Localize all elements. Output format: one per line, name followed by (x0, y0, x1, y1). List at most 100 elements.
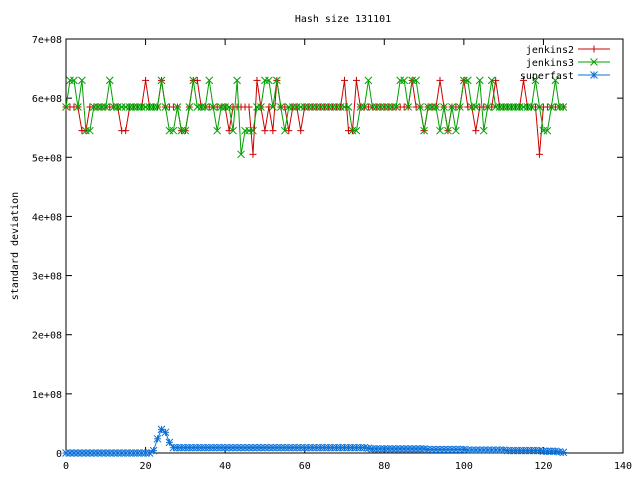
x-tick-label: 80 (378, 461, 390, 472)
jenkins3-point (416, 103, 424, 111)
series-lines (62, 76, 568, 457)
legend-label: jenkins2 (526, 45, 574, 56)
jenkins3-point (257, 103, 265, 111)
axis-ticks: 0 20 40 60 80 100 120 140 0 1e+08 2e+08 3e+08 4e+08 5… (32, 35, 632, 472)
jenkins3-point (233, 76, 241, 85)
jenkins2-point (265, 103, 273, 111)
y-tick-label: 3e+08 (32, 272, 62, 283)
jenkins2-point (269, 127, 277, 135)
jenkins3-point (62, 103, 70, 111)
y-axis-label: standard deviation (10, 192, 21, 300)
jenkins3-point (479, 126, 488, 135)
jenkins3-point (74, 103, 82, 111)
jenkins3-point (161, 103, 170, 111)
y-tick-label: 7e+08 (32, 35, 62, 46)
jenkins3-point (205, 76, 214, 85)
jenkins2-point (535, 150, 543, 158)
jenkins3-point (364, 76, 373, 85)
jenkins3-point (432, 103, 440, 111)
jenkins3-point (543, 126, 552, 135)
jenkins2-point (253, 76, 261, 84)
jenkins3-point (269, 103, 277, 111)
x-tick-label: 20 (140, 461, 152, 472)
jenkins3-point (547, 103, 556, 111)
y-tick-label: 5e+08 (32, 153, 62, 164)
jenkins3-point (475, 76, 484, 85)
jenkins3-point (78, 76, 86, 85)
jenkins3-point (237, 150, 245, 159)
jenkins3-point (551, 76, 560, 85)
jenkins3-point (105, 76, 114, 85)
jenkins3-point (229, 126, 237, 135)
jenkins3-point (452, 126, 460, 135)
jenkins3-point (344, 103, 353, 111)
x-tick-label: 140 (614, 461, 632, 472)
jenkins3-point (225, 103, 233, 111)
y-tick-label: 1e+08 (32, 390, 62, 401)
jenkins2-point (436, 76, 444, 84)
jenkins3-point (273, 76, 281, 85)
jenkins3-point (249, 126, 257, 135)
superfast-point (153, 434, 162, 443)
jenkins3-point (392, 103, 401, 111)
jenkins3-point (209, 103, 218, 111)
chart-title: Hash size 131101 (295, 14, 391, 25)
superfast-point (523, 446, 532, 455)
x-tick-label: 120 (534, 461, 552, 472)
legend-label: superfast (520, 71, 574, 82)
jenkins3-point (487, 76, 496, 85)
jenkins3-point (86, 126, 94, 135)
jenkins3-point (483, 103, 492, 111)
jenkins3-point (185, 103, 194, 111)
jenkins3-point (456, 103, 464, 111)
jenkins2-point (261, 127, 269, 135)
jenkins3-point (70, 76, 78, 85)
jenkins3-point (444, 126, 452, 135)
jenkins2-point (297, 127, 305, 135)
jenkins3-point (448, 103, 456, 111)
jenkins3-point (265, 76, 273, 85)
legend-label: jenkins3 (526, 58, 574, 69)
jenkins3-point (400, 76, 409, 85)
legend-marker (590, 45, 598, 53)
jenkins3-point (181, 126, 190, 135)
jenkins3-point (153, 103, 162, 111)
jenkins3-point (173, 103, 182, 111)
legend: jenkins2 jenkins3 superfast (520, 45, 610, 82)
jenkins3-point (157, 76, 166, 85)
jenkins2-point (285, 127, 293, 135)
legend-marker (590, 58, 598, 66)
jenkins2-point (472, 127, 480, 135)
jenkins3-point (169, 126, 178, 135)
jenkins3-point (559, 103, 568, 111)
legend-marker (590, 71, 598, 79)
superfast-point (360, 443, 369, 452)
jenkins3-point (201, 103, 210, 111)
y-tick-label: 0 (56, 449, 62, 460)
jenkins3-point (213, 126, 222, 135)
y-tick-label: 2e+08 (32, 331, 62, 342)
jenkins2-point (122, 127, 130, 135)
jenkins3-point (440, 103, 448, 111)
jenkins3-point (471, 103, 480, 111)
jenkins2-point (249, 150, 257, 158)
x-tick-label: 100 (455, 461, 473, 472)
jenkins2-point (193, 76, 201, 84)
jenkins3-point (360, 103, 369, 111)
superfast-point (149, 446, 158, 455)
jenkins3-line (65, 79, 564, 155)
jenkins3-point (420, 126, 428, 135)
plot-frame (65, 38, 624, 454)
superfast-point (165, 438, 174, 447)
jenkins2-point (488, 103, 496, 111)
jenkins3-point (527, 103, 536, 111)
jenkins3-point (280, 126, 289, 135)
jenkins2-point (225, 127, 233, 135)
superfast-point (161, 428, 170, 437)
y-tick-label: 6e+08 (32, 94, 62, 105)
jenkins3-point (101, 103, 110, 111)
jenkins3-point (352, 126, 361, 135)
superfast-point (559, 448, 568, 457)
jenkins2-point (492, 76, 500, 84)
x-tick-label: 40 (219, 461, 231, 472)
